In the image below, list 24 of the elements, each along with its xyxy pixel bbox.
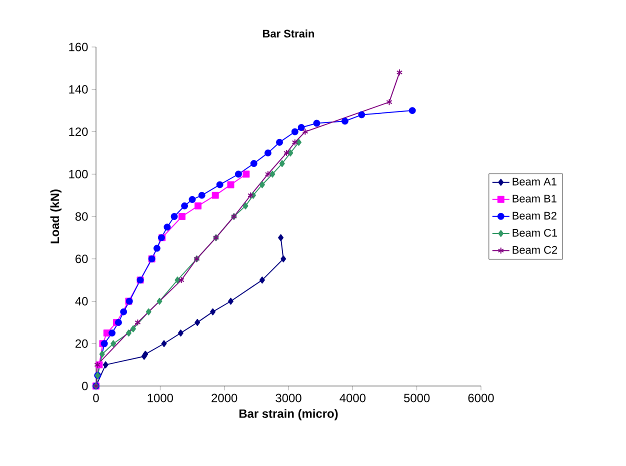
y-tick-label: 160 — [69, 42, 88, 52]
y-tick-label: 100 — [69, 170, 88, 178]
x-tick-label: 2000 — [212, 394, 238, 402]
x-tick-label: 1000 — [148, 394, 173, 402]
legend-label: Beam B1 — [512, 194, 556, 202]
y-tick-label: 140 — [69, 85, 88, 94]
y-tick-label: 120 — [69, 128, 88, 136]
y-tick-label: 0 — [82, 382, 88, 390]
y-tick-label: 40 — [75, 297, 88, 306]
y-tick-label: 20 — [76, 339, 88, 348]
y-axis-title: Load (kN) — [50, 190, 62, 244]
x-tick-label: 4000 — [340, 394, 366, 402]
x-tick-label: 5000 — [404, 394, 430, 402]
x-axis-title: Bar strain (micro) — [239, 409, 338, 420]
x-tick-label: 0 — [93, 394, 99, 402]
legend-label: Beam C1 — [512, 228, 558, 237]
legend-label: Beam C2 — [512, 246, 557, 254]
x-tick-label: 3000 — [276, 394, 302, 402]
legend-label: Beam B2 — [512, 212, 556, 220]
y-tick-label: 60 — [76, 254, 88, 264]
x-tick-label: 6000 — [468, 394, 494, 402]
legend-label: Beam A1 — [512, 178, 556, 186]
y-tick-label: 80 — [75, 212, 88, 221]
chart-title: Bar Strain — [263, 29, 314, 38]
